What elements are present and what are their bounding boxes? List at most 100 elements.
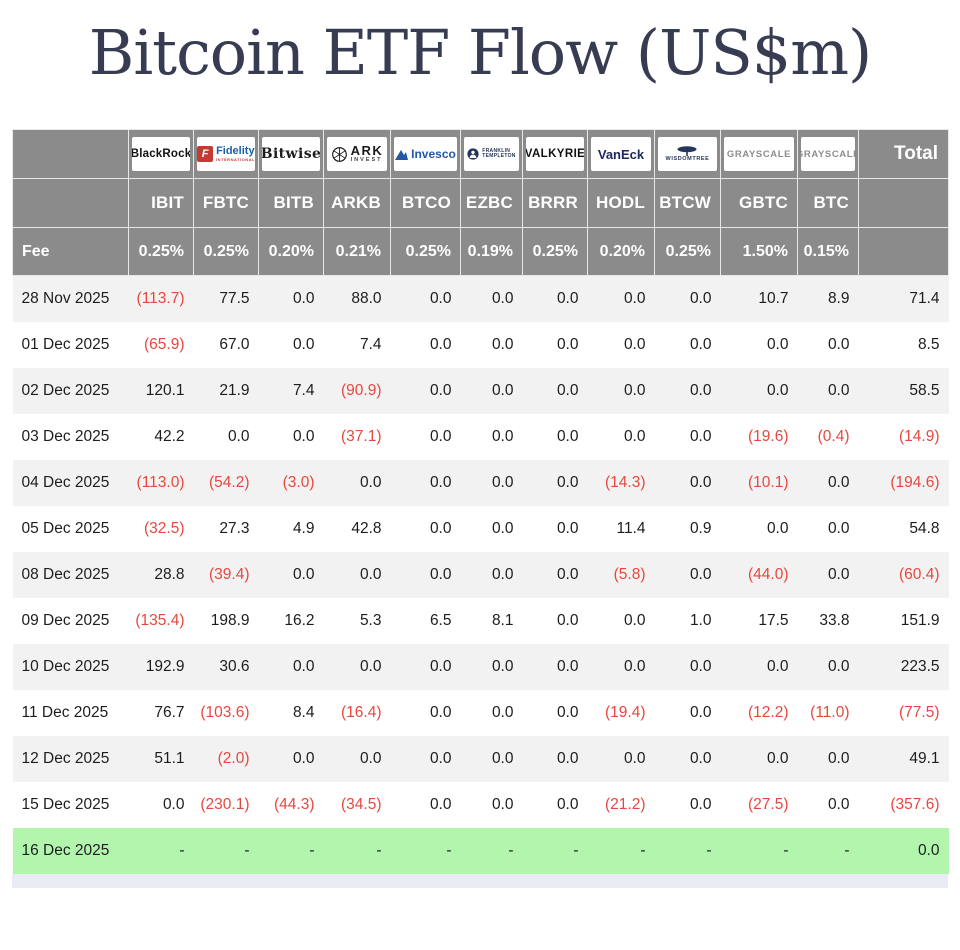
provider-logo-cell-btco: Invesco [390, 129, 461, 179]
value-cell-arkb: 0.0 [359, 658, 382, 675]
provider-logo-cell-arkb: ARK INVEST [323, 129, 391, 179]
value-cell-btco: 0.0 [429, 796, 452, 813]
value-cell-btco: 0.0 [429, 428, 452, 445]
value-cell-bitb: 4.9 [292, 520, 315, 537]
corner-cell [12, 129, 129, 179]
table-row-09-dec-2025: 09 Dec 2025 (135.4) 198.9 16.2 5.3 6.5 8.1 0.0 0… [12, 598, 949, 644]
value-cell-bitb: 0.0 [292, 428, 315, 445]
value-cell-ezbc: 0.0 [491, 750, 514, 767]
ticker-header-arkb: ARKB [323, 178, 391, 228]
table-header: BlackRock F Fidelity INTERNATIONAL Bitwise AR… [12, 129, 949, 276]
value-cell-ezbc: 0.0 [491, 704, 514, 721]
date-cell: 09 Dec 2025 [21, 612, 110, 629]
value-cell-ibit: 42.2 [154, 428, 185, 445]
total-cell: 0.0 [917, 842, 940, 859]
provider-logo-cell-hodl: VanEck [587, 129, 655, 179]
value-cell-btcw: 0.0 [689, 474, 712, 491]
value-cell-ezbc: 0.0 [491, 658, 514, 675]
value-cell-arkb: (34.5) [341, 796, 382, 813]
value-cell-bitb: 0.0 [292, 750, 315, 767]
value-cell-brrr: 0.0 [556, 796, 579, 813]
value-cell-fbtc: 0.0 [227, 428, 250, 445]
logo-text: WISDOMTREE [665, 155, 710, 162]
value-cell-gbtc: 10.7 [758, 290, 789, 307]
value-cell-btco: 0.0 [429, 658, 452, 675]
value-cell-btcw: 0.0 [689, 750, 712, 767]
value-cell-btcw: 0.0 [689, 336, 712, 353]
provider-logo-cell-brrr: VALKYRIE [522, 129, 588, 179]
table-row-15-dec-2025: 15 Dec 2025 0.0 (230.1) (44.3) (34.5) 0.0 0.0 0… [12, 782, 949, 828]
value-cell-arkb: (90.9) [341, 382, 382, 399]
value-cell-ezbc: 0.0 [491, 796, 514, 813]
etf-flow-table: BlackRock F Fidelity INTERNATIONAL Bitwise AR… [12, 129, 949, 874]
value-cell-hodl: (5.8) [613, 566, 646, 583]
logo-text: BlackRock [132, 148, 190, 160]
invesco-logo: Invesco [394, 137, 457, 171]
value-cell-fbtc: (54.2) [209, 474, 250, 491]
value-cell-brrr: 0.0 [556, 658, 579, 675]
value-cell-btcw: 0.0 [689, 382, 712, 399]
value-cell-hodl: 0.0 [623, 382, 646, 399]
provider-logo-cell-ezbc: FRANKLIN TEMPLETON [460, 129, 523, 179]
corner-cell [12, 178, 129, 228]
partial-next-row [12, 874, 948, 888]
value-cell-gbtc: 0.0 [766, 382, 789, 399]
value-cell-hodl: (21.2) [605, 796, 646, 813]
value-cell-gbtc: 0.0 [766, 336, 789, 353]
table-row-01-dec-2025: 01 Dec 2025 (65.9) 67.0 0.0 7.4 0.0 0.0 0.0 0.0 0… [12, 322, 949, 368]
invesco-logo-icon [395, 149, 409, 160]
logo-text: INVEST [350, 157, 383, 164]
value-cell-ibit: 192.9 [145, 658, 185, 675]
page-title: Bitcoin ETF Flow (US$m) [88, 16, 872, 89]
ark-logo: ARK INVEST [327, 137, 387, 171]
total-cell: (357.6) [890, 796, 940, 813]
value-cell-btcw: 0.0 [689, 566, 712, 583]
value-cell-fbtc: (230.1) [200, 796, 250, 813]
value-cell-ezbc: 0.0 [491, 290, 514, 307]
logo-text: Fidelity [216, 144, 255, 157]
date-cell: 16 Dec 2025 [21, 842, 110, 859]
value-cell-bitb: 0.0 [292, 566, 315, 583]
value-cell-bitb: 0.0 [292, 658, 315, 675]
table-row-16-dec-2025: 16 Dec 2025 - - - - - - - - - - - 0.0 [12, 828, 949, 874]
value-cell-fbtc: (39.4) [209, 566, 250, 583]
value-cell-gbtc: 0.0 [766, 520, 789, 537]
value-cell-fbtc: (2.0) [217, 750, 250, 767]
value-cell-btcw: 0.0 [689, 658, 712, 675]
value-cell-bitb: (44.3) [274, 796, 315, 813]
value-cell-ezbc: 0.0 [491, 520, 514, 537]
value-cell-btcw: 0.0 [689, 704, 712, 721]
table-row-28-nov-2025: 28 Nov 2025 (113.7) 77.5 0.0 88.0 0.0 0.0 0.0 0.… [12, 275, 949, 322]
value-cell-btc: - [844, 842, 850, 859]
value-cell-ibit: 28.8 [154, 566, 185, 583]
value-cell-brrr: 0.0 [556, 566, 579, 583]
value-cell-ibit: (32.5) [144, 520, 185, 537]
value-cell-arkb: - [376, 842, 382, 859]
total-cell: 58.5 [909, 382, 940, 399]
value-cell-brrr: 0.0 [556, 704, 579, 721]
value-cell-hodl: - [640, 842, 646, 859]
value-cell-ezbc: 0.0 [491, 474, 514, 491]
logo-text: FRANKLIN [482, 147, 511, 154]
value-cell-ibit: 76.7 [154, 704, 185, 721]
value-cell-arkb: 5.3 [359, 612, 382, 629]
date-cell: 01 Dec 2025 [21, 336, 110, 353]
value-cell-fbtc: - [244, 842, 250, 859]
value-cell-arkb: 0.0 [359, 474, 382, 491]
fee-cell-fbtc: 0.25% [193, 227, 259, 276]
value-cell-hodl: (19.4) [605, 704, 646, 721]
fee-cell-ezbc: 0.19% [460, 227, 523, 276]
date-cell: 10 Dec 2025 [21, 658, 110, 675]
fee-cell-brrr: 0.25% [522, 227, 588, 276]
provider-logo-cell-btcw: WISDOMTREE [654, 129, 721, 179]
date-cell: 08 Dec 2025 [21, 566, 110, 583]
ticker-header-ezbc: EZBC [460, 178, 523, 228]
date-cell: 02 Dec 2025 [21, 382, 110, 399]
value-cell-brrr: 0.0 [556, 520, 579, 537]
value-cell-btco: 0.0 [429, 750, 452, 767]
value-cell-hodl: (14.3) [605, 474, 646, 491]
value-cell-btc: 0.0 [827, 382, 850, 399]
value-cell-hodl: 0.0 [623, 750, 646, 767]
value-cell-bitb: (3.0) [282, 474, 315, 491]
value-cell-btco: 0.0 [429, 520, 452, 537]
